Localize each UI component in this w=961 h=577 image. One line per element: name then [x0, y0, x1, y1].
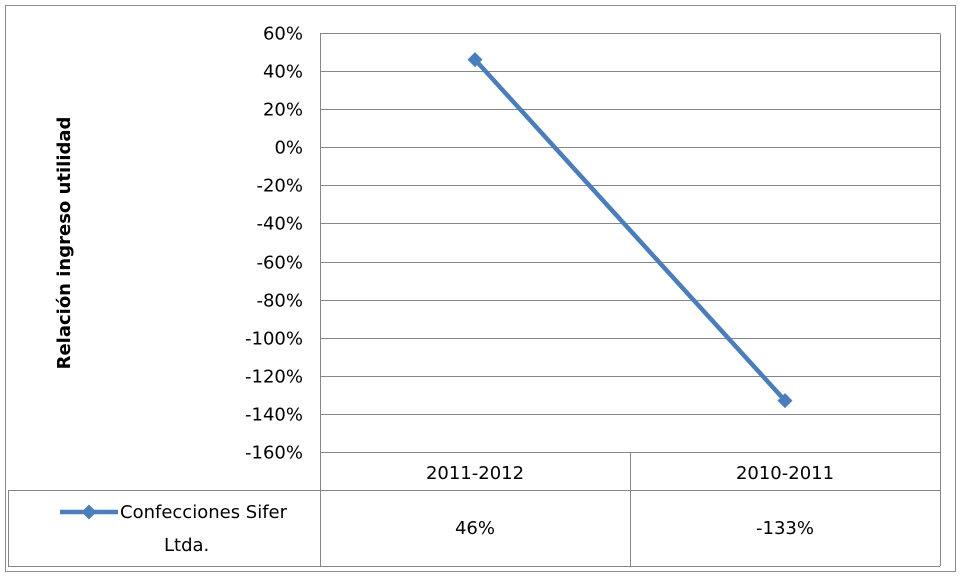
y-tick-label: 0% — [274, 138, 303, 159]
legend-series-name-line: Confecciones Sifer — [120, 502, 288, 523]
legend-marker-key — [81, 504, 97, 520]
data-table: 2011-2012 2010-2011 Confecciones Sifer Ltda… — [8, 452, 940, 567]
y-tick-label: 40% — [263, 62, 303, 83]
y-tick-label: -20% — [256, 176, 303, 197]
y-tick-label: 20% — [263, 100, 303, 121]
data-table-value: -133% — [756, 518, 814, 539]
y-tick-label: -40% — [256, 214, 303, 235]
data-point-marker — [467, 52, 483, 68]
x-category-label: 2011-2012 — [426, 463, 524, 484]
chart-border — [5, 5, 956, 572]
data-point-marker — [777, 393, 793, 409]
legend-series-name-line: Ltda. — [164, 535, 209, 556]
y-tick-label: -100% — [245, 329, 303, 350]
series-line — [473, 58, 787, 403]
legend-series-name: Confecciones Sifer Ltda. — [120, 502, 288, 556]
y-tick-label: -160% — [245, 443, 303, 464]
data-table-value: 46% — [455, 518, 495, 539]
y-tick-labels: 60% 40% 20% 0% -20% -40% -60% -80% -100% -120% -14… — [245, 24, 303, 464]
y-axis-title: Relación ingreso utilidad — [54, 117, 75, 370]
series-markers — [467, 52, 793, 409]
y-tick-label: -60% — [256, 253, 303, 274]
y-tick-label: -80% — [256, 291, 303, 312]
y-tick-label: -140% — [245, 405, 303, 426]
x-category-label: 2010-2011 — [736, 463, 834, 484]
y-tick-label: 60% — [263, 24, 303, 45]
y-tick-label: -120% — [245, 367, 303, 388]
gridlines — [320, 33, 941, 566]
series-lines — [473, 58, 787, 403]
